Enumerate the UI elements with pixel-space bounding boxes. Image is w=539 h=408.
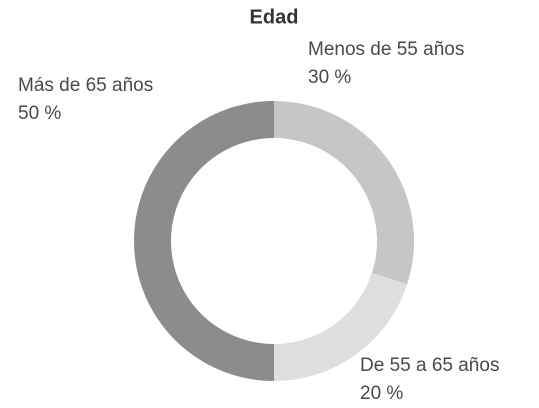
donut-segment bbox=[134, 101, 274, 381]
segment-value-label: 50 % bbox=[18, 103, 61, 124]
donut-segment bbox=[274, 272, 408, 381]
segment-label: Menos de 55 años bbox=[308, 39, 464, 60]
chart-title: Edad bbox=[250, 6, 299, 28]
segment-value-label: 20 % bbox=[360, 383, 403, 404]
segment-label: De 55 a 65 años bbox=[360, 355, 499, 376]
donut-segment bbox=[274, 101, 414, 285]
segment-value-label: 30 % bbox=[308, 67, 351, 88]
segment-label: Más de 65 años bbox=[18, 75, 153, 96]
